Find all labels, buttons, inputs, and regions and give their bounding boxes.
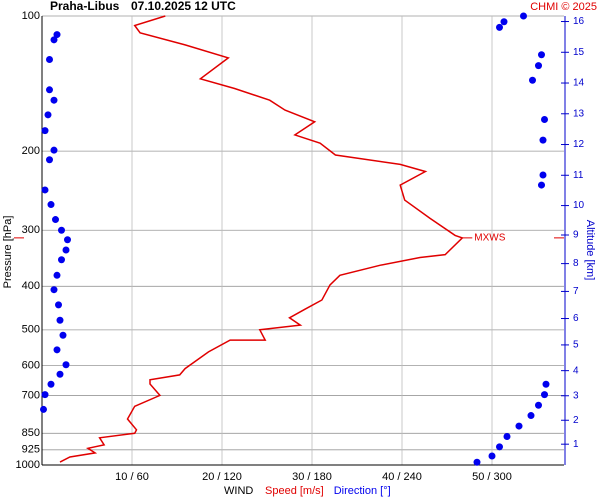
x-tick-label: 30 / 180: [292, 471, 332, 483]
x-tick-label: 40 / 240: [382, 471, 422, 483]
y-tick-label: 100: [22, 10, 40, 22]
y-tick-label: 1000: [16, 459, 40, 471]
direction-point: [41, 127, 49, 135]
direction-point: [496, 23, 503, 31]
direction-point: [515, 422, 523, 430]
y2-tick-label: 13: [573, 108, 585, 119]
y2-tick-label: 5: [573, 340, 579, 351]
y2-tick-label: 9: [573, 230, 579, 241]
direction-point: [50, 96, 58, 104]
direction-point: [473, 458, 481, 466]
direction-point: [55, 301, 62, 309]
y-tick-label: 925: [22, 444, 40, 456]
direction-point: [53, 346, 61, 354]
direction-point: [50, 36, 58, 44]
y2-tick-label: 7: [573, 286, 579, 297]
direction-point: [535, 401, 542, 409]
direction-point: [535, 62, 542, 70]
direction-point: [47, 380, 55, 388]
direction-point: [538, 51, 545, 59]
y2-tick-label: 16: [573, 16, 585, 27]
direction-point: [520, 12, 527, 20]
legend-entry: Speed [m/s]: [265, 485, 324, 497]
direction-point: [541, 391, 548, 399]
chart-title: Praha-Libus: [50, 0, 120, 13]
direction-point: [47, 201, 55, 209]
x-axis-label: WIND: [224, 485, 253, 497]
direction-point: [56, 370, 64, 378]
y2-tick-label: 11: [573, 170, 584, 181]
direction-point: [59, 331, 67, 339]
x-tick-label: 10 / 60: [115, 471, 149, 483]
direction-point: [539, 171, 547, 179]
direction-point: [58, 226, 65, 234]
y-tick-label: 700: [22, 389, 40, 401]
y2-tick-label: 12: [573, 139, 585, 150]
direction-point: [50, 146, 58, 154]
direction-point: [538, 181, 545, 189]
direction-point: [539, 136, 547, 144]
legend-entry: Direction [°]: [334, 485, 391, 497]
y-tick-label: 300: [22, 224, 40, 236]
y2-tick-label: 3: [573, 390, 579, 401]
direction-point: [500, 18, 508, 26]
direction-point: [488, 452, 496, 460]
direction-point: [527, 412, 535, 420]
y2-tick-label: 10: [573, 200, 585, 211]
direction-point: [496, 443, 503, 451]
max-wind-label: MXWS: [474, 233, 505, 244]
y-tick-label: 850: [22, 427, 40, 439]
x-tick-label: 50 / 300: [472, 471, 512, 483]
direction-point: [41, 391, 49, 399]
direction-point: [50, 286, 58, 294]
y2-tick-label: 4: [573, 365, 579, 376]
direction-point: [529, 76, 536, 84]
direction-point: [503, 432, 511, 440]
y2-tick-label: 6: [573, 313, 579, 324]
y2-tick-label: 1: [573, 439, 579, 450]
y2-tick-label: 8: [573, 258, 579, 269]
direction-point: [64, 236, 71, 244]
direction-point: [541, 115, 548, 123]
y-tick-label: 600: [22, 359, 40, 371]
y-tick-label: 200: [22, 145, 40, 157]
direction-point: [53, 31, 61, 39]
y2-tick-label: 15: [573, 47, 585, 58]
y2-tick-label: 2: [573, 415, 579, 426]
direction-point: [58, 256, 65, 264]
direction-point: [40, 405, 47, 413]
chart-subtitle: 07.10.2025 12 UTC: [131, 0, 236, 13]
direction-point: [52, 216, 59, 224]
direction-point: [41, 186, 49, 194]
direction-point: [46, 156, 53, 164]
direction-point: [46, 86, 53, 94]
direction-point: [62, 246, 70, 254]
y2-axis-label: Altitude [km]: [584, 220, 596, 281]
direction-point: [44, 111, 52, 119]
direction-point: [62, 361, 70, 369]
direction-point: [542, 380, 550, 388]
x-tick-label: 20 / 120: [202, 471, 242, 483]
speed-line: [59, 15, 464, 463]
direction-point: [53, 271, 61, 279]
credit: CHMI © 2025: [530, 1, 597, 13]
direction-point: [56, 316, 64, 324]
y-axis-label: Pressure [hPa]: [2, 216, 14, 289]
direction-point: [46, 56, 53, 64]
y-tick-label: 400: [22, 280, 40, 292]
y2-tick-label: 14: [573, 78, 585, 89]
y-tick-label: 500: [22, 324, 40, 336]
